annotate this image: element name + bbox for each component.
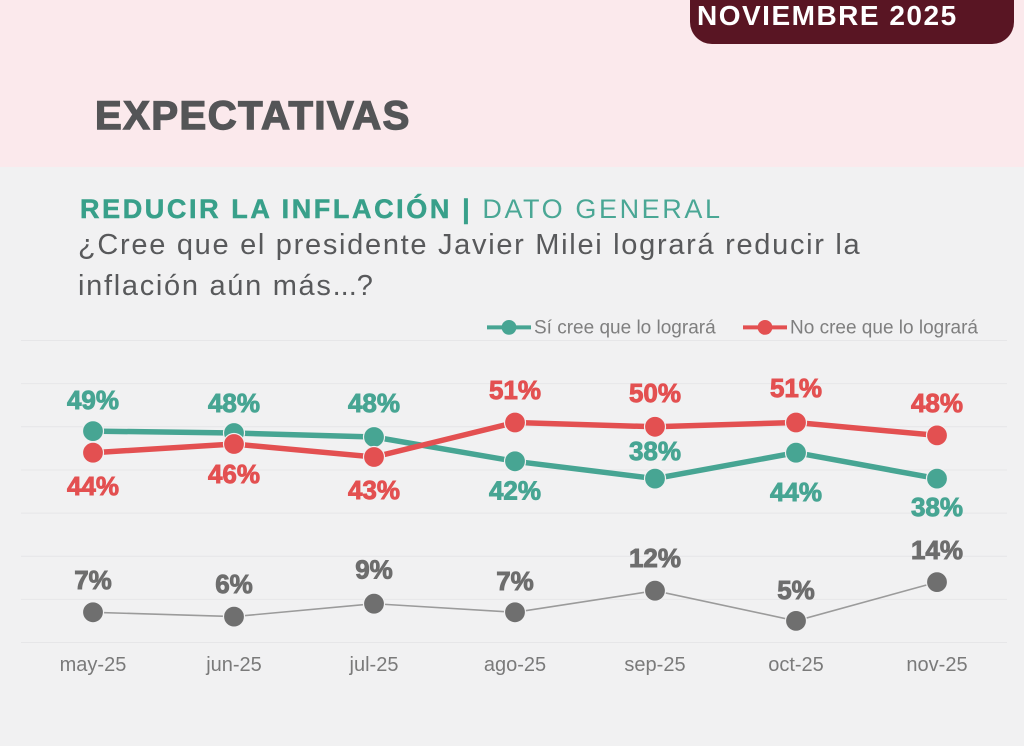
svg-text:48%: 48% — [911, 388, 963, 418]
svg-text:Sí cree que lo logrará: Sí cree que lo logrará — [534, 318, 716, 339]
svg-text:38%: 38% — [911, 492, 963, 522]
svg-text:may-25: may-25 — [60, 654, 127, 676]
svg-text:44%: 44% — [770, 477, 822, 507]
svg-text:14%: 14% — [911, 535, 963, 565]
svg-text:7%: 7% — [74, 565, 112, 595]
svg-text:7%: 7% — [496, 566, 534, 596]
svg-text:nov-25: nov-25 — [906, 654, 967, 676]
svg-text:44%: 44% — [67, 471, 119, 501]
svg-text:5%: 5% — [777, 575, 815, 605]
svg-text:42%: 42% — [489, 476, 541, 506]
svg-text:50%: 50% — [629, 378, 681, 408]
svg-text:48%: 48% — [348, 388, 400, 418]
svg-text:jun-25: jun-25 — [205, 654, 262, 676]
svg-text:49%: 49% — [67, 385, 119, 415]
svg-text:12%: 12% — [629, 543, 681, 573]
svg-text:sep-25: sep-25 — [624, 654, 685, 676]
svg-text:43%: 43% — [348, 475, 400, 505]
svg-text:38%: 38% — [629, 436, 681, 466]
svg-text:51%: 51% — [489, 375, 541, 405]
svg-text:jul-25: jul-25 — [349, 654, 399, 676]
svg-text:oct-25: oct-25 — [768, 654, 824, 676]
svg-text:ago-25: ago-25 — [484, 654, 546, 676]
svg-text:6%: 6% — [215, 569, 253, 599]
svg-text:No cree que lo logrará: No cree que lo logrará — [790, 318, 978, 339]
svg-text:48%: 48% — [208, 388, 260, 418]
svg-text:46%: 46% — [208, 459, 260, 489]
svg-text:51%: 51% — [770, 373, 822, 403]
svg-text:9%: 9% — [355, 555, 393, 585]
